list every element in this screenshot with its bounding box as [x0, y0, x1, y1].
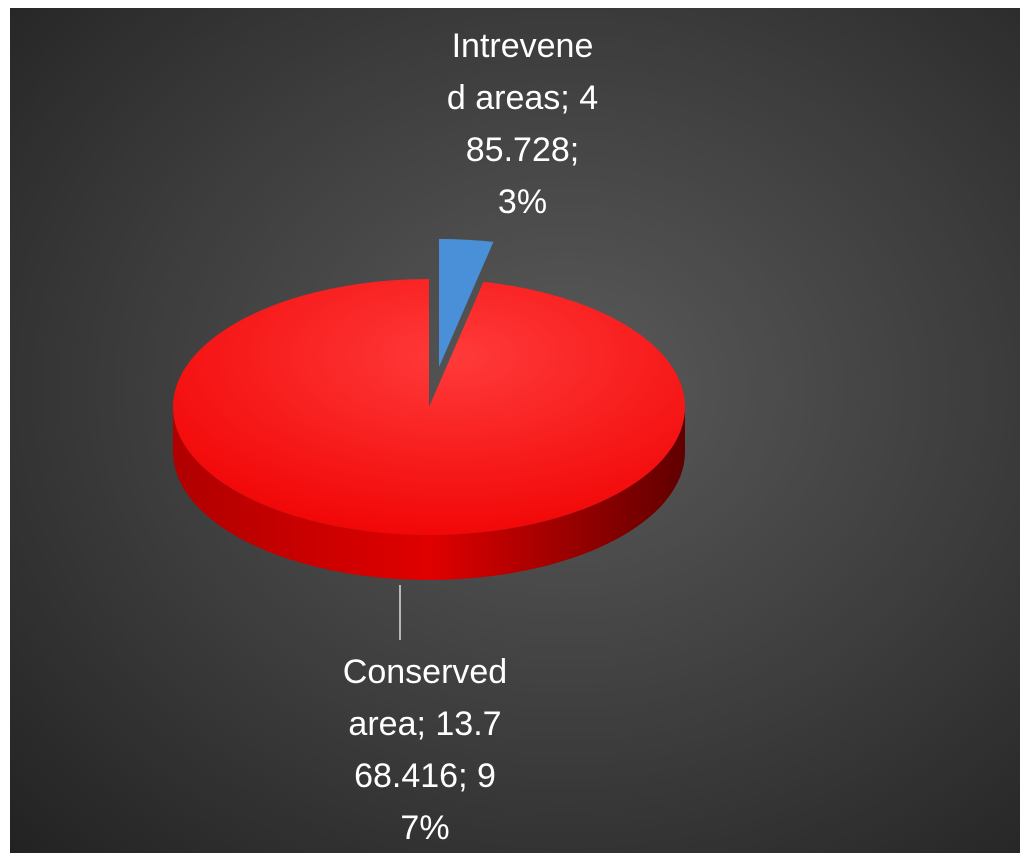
label-percent: 3%	[497, 183, 548, 221]
data-label: Intrevened areas; 485.728; 3%	[445, 20, 600, 228]
label-category: Intrevened areas	[446, 27, 594, 117]
data-label: Conserved area; 13.768.416; 97%	[341, 646, 509, 854]
slice	[173, 279, 686, 580]
label-sep: ;	[416, 705, 426, 743]
slice-part	[173, 279, 686, 536]
label-sep: ;	[458, 757, 468, 795]
label-percent: 97%	[400, 757, 496, 847]
label-value: 485.728	[465, 79, 599, 169]
label-value: 13.768.416	[354, 705, 502, 795]
slice	[439, 239, 494, 367]
slice-part	[439, 239, 494, 367]
label-sep: ;	[560, 79, 570, 117]
slice-part	[173, 407, 685, 580]
label-sep: ;	[569, 131, 580, 169]
label-category: Conserved area	[342, 653, 508, 743]
